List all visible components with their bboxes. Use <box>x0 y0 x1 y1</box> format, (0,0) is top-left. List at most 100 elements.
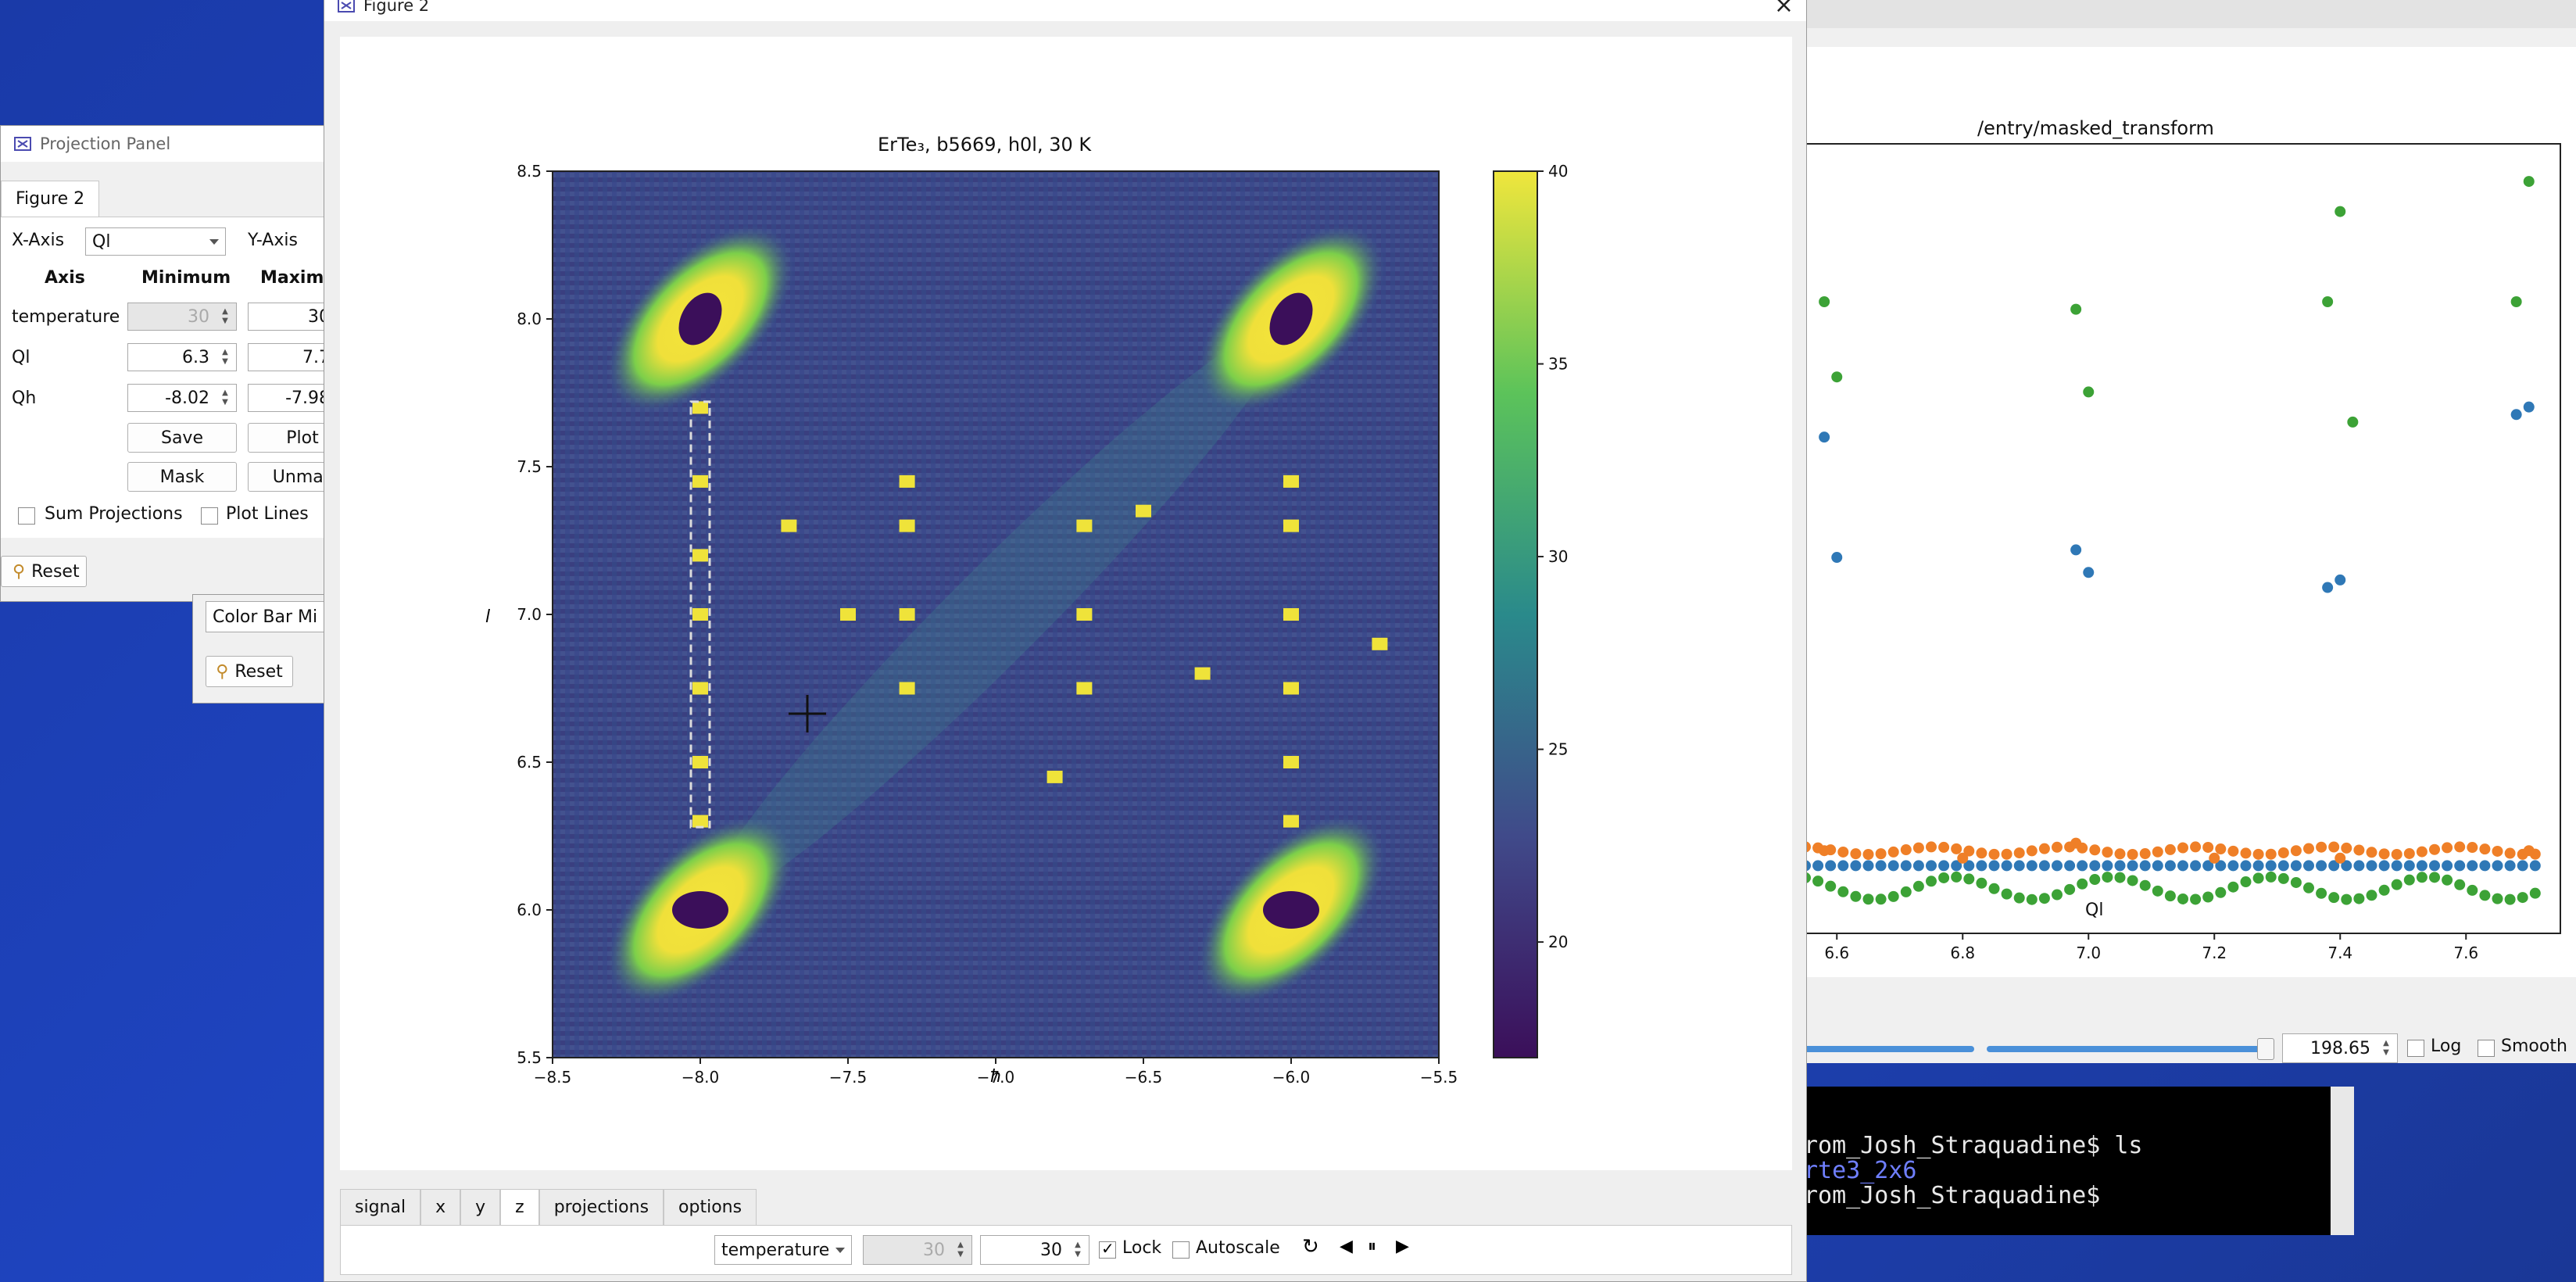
autoscale-checkbox[interactable] <box>1172 1241 1190 1259</box>
orange-point <box>2353 844 2365 856</box>
colorbar-tick-label: 25 <box>1548 740 1568 759</box>
ql-min-spin[interactable]: 6.3 ▲ ▼ <box>127 343 237 371</box>
reset-button[interactable]: ⚲ Reset <box>1 556 87 587</box>
slider-track-2[interactable] <box>1987 1046 2263 1052</box>
terminal-window[interactable]: rom_Josh_Straquadine$ ls rte3_2x6 rom_Jo… <box>1798 1087 2354 1235</box>
blue-point <box>2190 860 2202 872</box>
orange-point <box>2215 843 2227 855</box>
refresh-icon[interactable]: ↻ <box>1302 1235 1319 1259</box>
x-axis-combo[interactable]: Ql <box>85 227 226 256</box>
log-checkbox[interactable] <box>2407 1040 2424 1057</box>
satellite-peak <box>1136 504 1151 517</box>
blue-point <box>2391 860 2402 872</box>
green-point <box>2102 872 2113 883</box>
blue-point <box>2164 860 2176 872</box>
orange-point <box>1963 845 1975 857</box>
green-point <box>2391 879 2402 890</box>
blue-point <box>1988 860 2000 872</box>
green-point <box>2202 891 2214 903</box>
orange-point <box>1900 844 1912 856</box>
blue-point <box>1831 552 1843 564</box>
orange-point <box>1988 848 2000 860</box>
heatmap-chart: −8.5 −8.0 −7.5 −7.0 −6.5 −6.0 −5.5 5.5 6.0 6.5 7.0… <box>517 162 1568 1087</box>
save-button[interactable]: Save <box>127 423 237 453</box>
green-point <box>1951 871 1962 883</box>
play-forward-icon[interactable]: ▶ <box>1396 1237 1409 1256</box>
blue-point <box>1912 860 1924 872</box>
blue-point <box>1963 860 1975 872</box>
green-point <box>2316 887 2327 899</box>
reset-button-2[interactable]: ⚲ Reset <box>206 656 293 687</box>
green-point <box>2215 886 2227 898</box>
terminal-line-2: rte3_2x6 <box>1804 1157 1917 1184</box>
slider-track[interactable] <box>1798 1046 1974 1052</box>
green-point <box>2052 889 2063 901</box>
satellite-peak <box>1076 519 1093 532</box>
orange-point <box>1862 848 1874 860</box>
tab-z[interactable]: z <box>500 1189 539 1226</box>
orange-point <box>2334 852 2346 864</box>
z-axis-combo[interactable]: temperature <box>714 1235 852 1265</box>
mask-button[interactable]: Mask <box>127 462 237 492</box>
smooth-checkbox[interactable] <box>2478 1040 2495 1057</box>
tab-signal[interactable]: signal <box>340 1189 421 1226</box>
pause-icon[interactable]: ⏸ <box>1368 1237 1377 1256</box>
x-axis-label-h: h <box>990 1067 1001 1087</box>
tab-x[interactable]: x <box>420 1189 461 1226</box>
blue-point <box>2290 860 2302 872</box>
play-back-icon[interactable]: ◀ <box>1340 1237 1353 1256</box>
header-axis: Axis <box>45 268 85 288</box>
value-spinbox[interactable]: 198.65 ▲ ▼ <box>2282 1033 2398 1063</box>
z-max-spin[interactable]: 30 ▲ ▼ <box>980 1235 1089 1265</box>
plot-lines-checkbox[interactable] <box>201 507 218 525</box>
z-toolbar: temperature 30 ▲ ▼ 30 ▲ ▼ ✓ Lock Autoscale ↻… <box>340 1225 1792 1275</box>
log-label: Log <box>2431 1037 2462 1056</box>
tab-y[interactable]: y <box>460 1189 501 1226</box>
autoscale-label: Autoscale <box>1196 1238 1280 1258</box>
orange-point <box>1912 842 1924 854</box>
orange-point <box>2467 842 2478 854</box>
green-point <box>2252 872 2264 884</box>
green-point <box>1812 876 1824 887</box>
satellite-peak <box>1194 667 1211 680</box>
terminal-scrollbar[interactable] <box>2331 1087 2354 1235</box>
plot-canvas: /entry/masked_transform 6.6 6.8 7.0 7.2 7.4 7… <box>1798 47 2576 977</box>
green-point <box>2001 888 2012 900</box>
sum-projections-checkbox[interactable] <box>18 507 35 525</box>
green-point <box>2378 884 2390 896</box>
orange-point <box>2328 841 2340 853</box>
y-tick-label: 5.5 <box>517 1048 542 1067</box>
color-bar-field[interactable]: Color Bar Mi <box>206 601 338 632</box>
qh-min-value: -8.02 <box>165 388 209 408</box>
blue-point <box>2052 860 2063 872</box>
figure2-titlebar[interactable]: Figure 2 × <box>324 0 1806 21</box>
close-icon[interactable]: × <box>1773 0 1794 19</box>
blue-point <box>1850 860 1862 872</box>
terminal-line-3: rom_Josh_Straquadine$ <box>1804 1182 2101 1209</box>
temperature-min-value: 30 <box>188 306 209 327</box>
blue-point <box>2083 567 2095 578</box>
plot-button[interactable]: Plot <box>248 423 357 453</box>
slider-handle[interactable] <box>2257 1038 2274 1060</box>
tab-options[interactable]: options <box>664 1189 757 1226</box>
green-point <box>2139 879 2151 891</box>
green-point <box>1825 880 1837 892</box>
green-point <box>2334 206 2346 217</box>
blue-point <box>2492 860 2503 872</box>
orange-point <box>1976 847 1987 859</box>
header-minimum: Minimum <box>141 268 231 288</box>
green-point <box>2353 893 2365 904</box>
colorbar-tick-label: 20 <box>1548 933 1568 951</box>
satellite-peak <box>1283 608 1299 621</box>
qh-min-spin[interactable]: -8.02 ▲ ▼ <box>127 384 237 412</box>
lock-checkbox[interactable]: ✓ <box>1099 1239 1116 1259</box>
tab-figure-2[interactable]: Figure 2 <box>1 181 100 217</box>
projection-panel-titlebar[interactable]: Projection Panel <box>1 126 327 162</box>
z-min-value: 30 <box>923 1240 945 1260</box>
lock-label: Lock <box>1122 1238 1162 1258</box>
right-x-tick-label: 7.2 <box>2202 944 2227 962</box>
y-tick-label: 7.5 <box>517 457 542 476</box>
tab-projections[interactable]: projections <box>538 1189 664 1226</box>
orange-point <box>2277 847 2289 858</box>
sum-projections-label: Sum Projections <box>45 504 183 524</box>
